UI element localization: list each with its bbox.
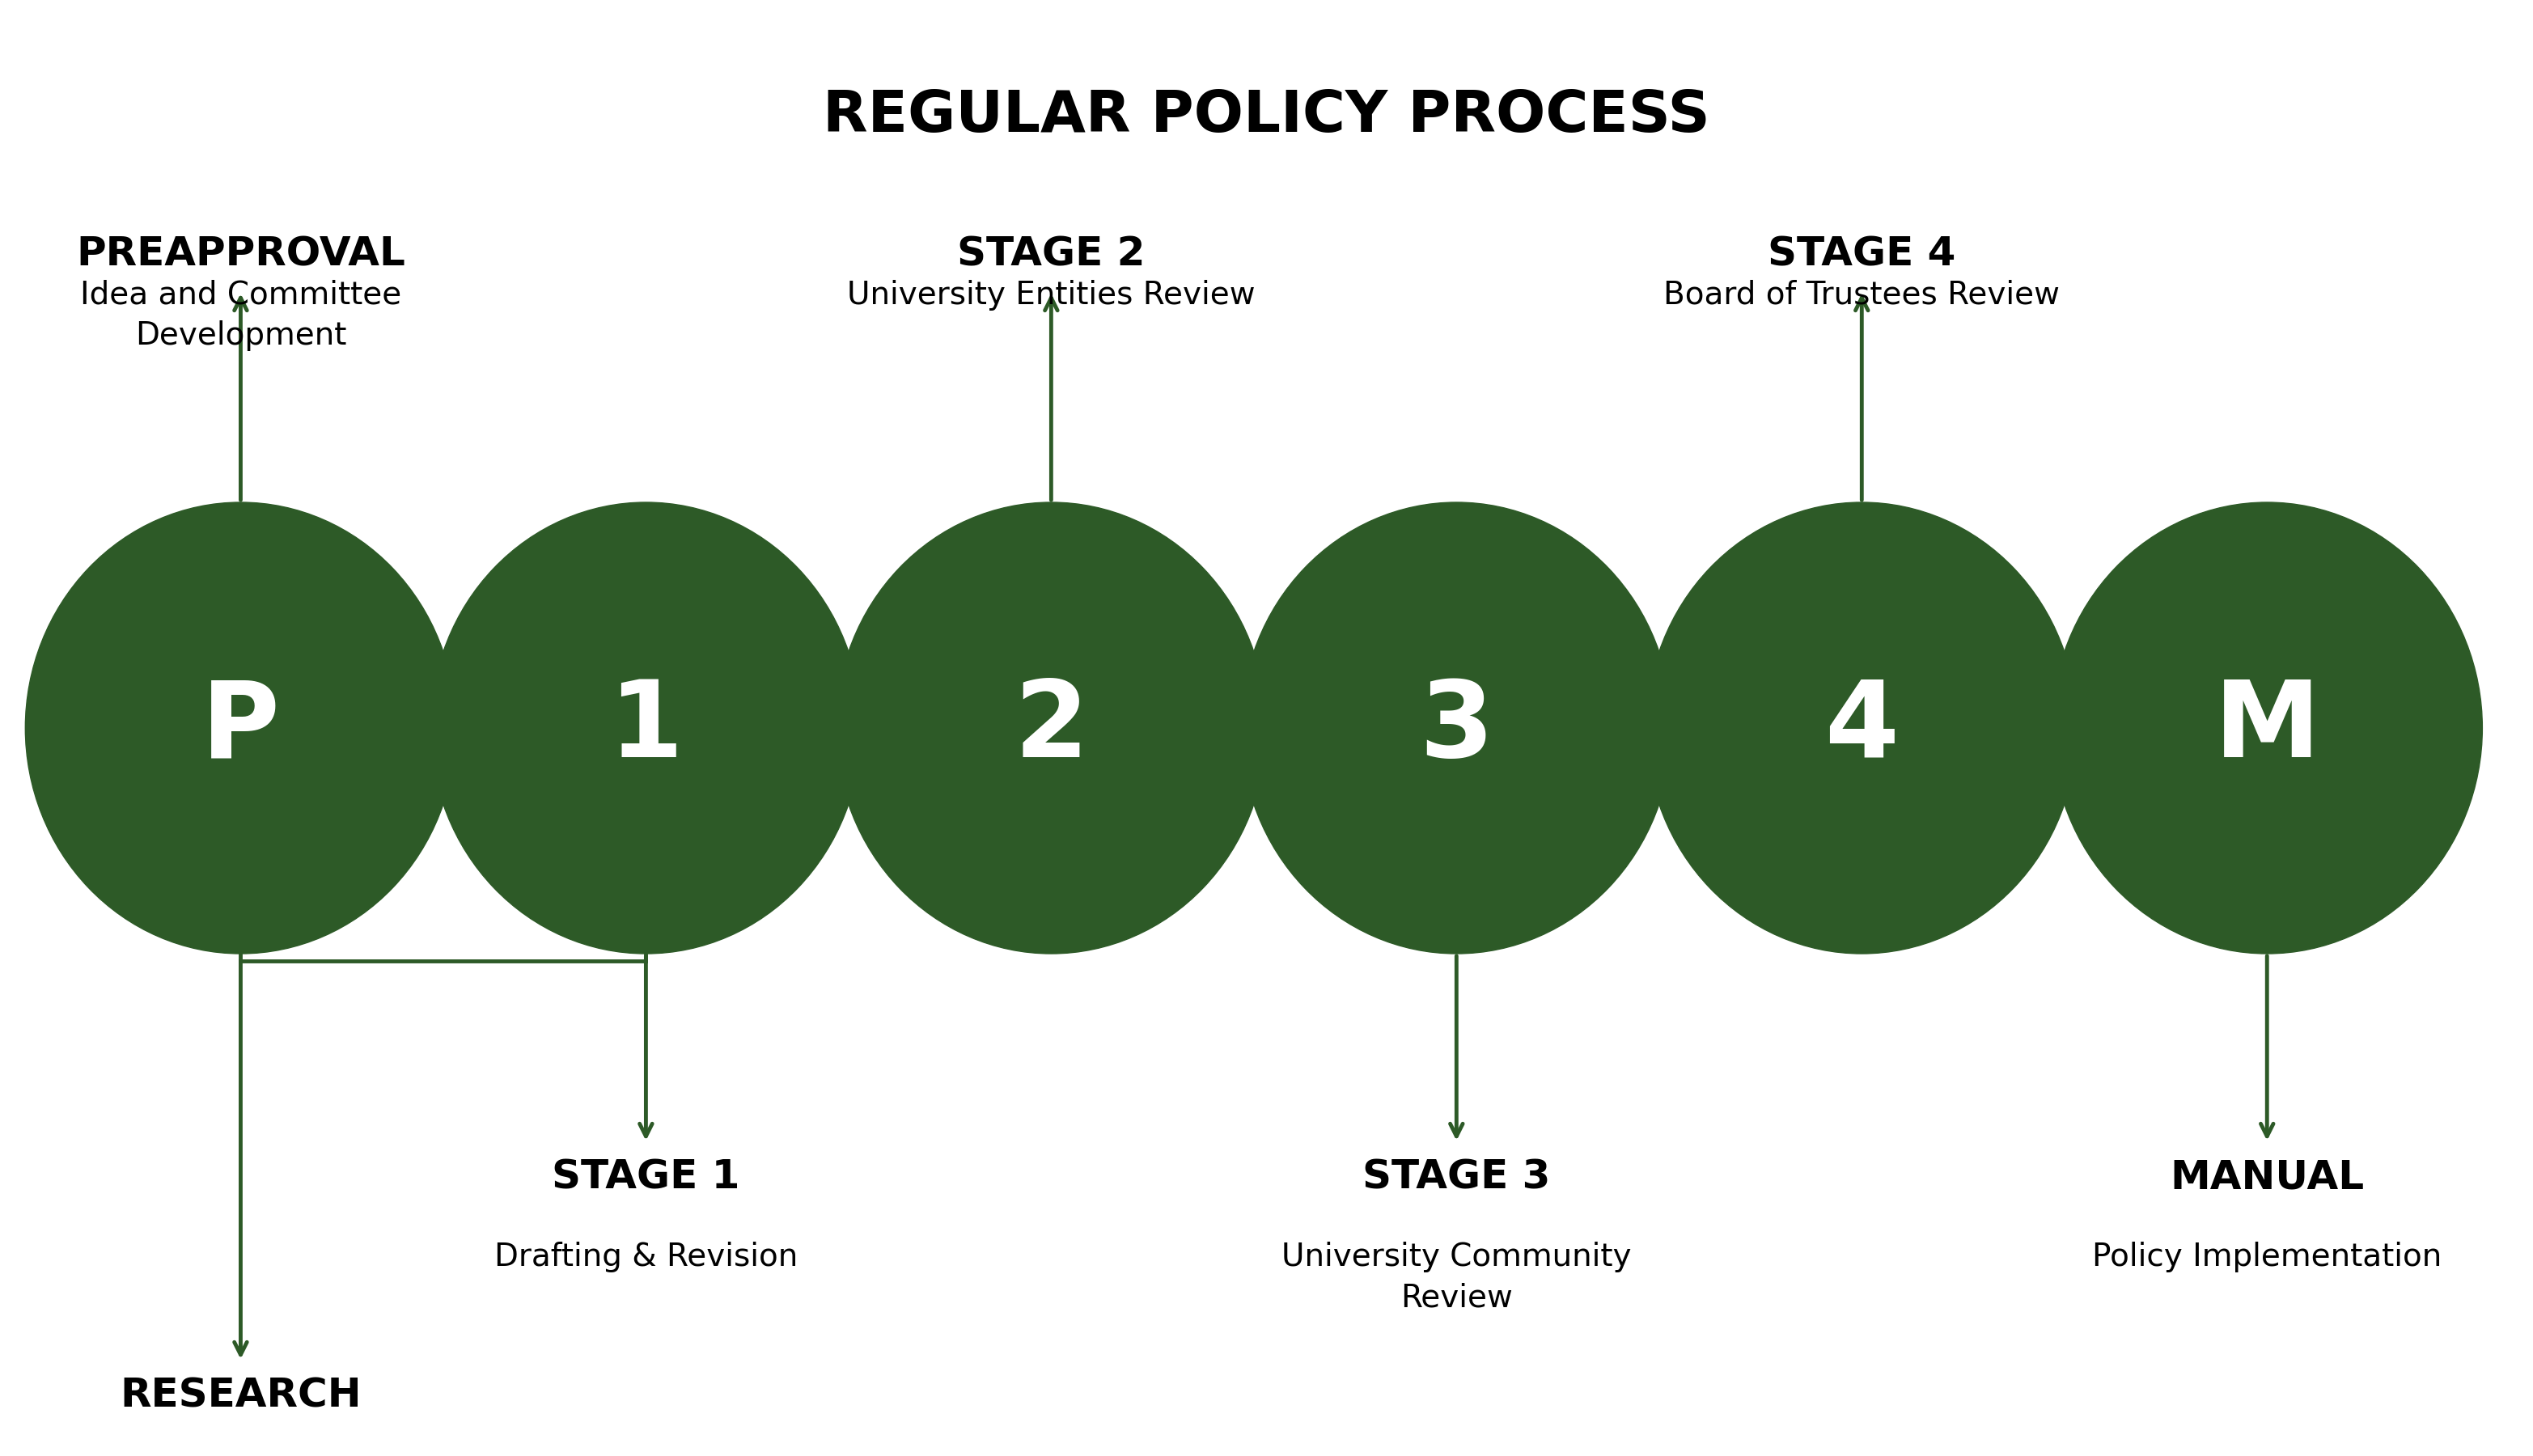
Text: Drafting & Revision: Drafting & Revision [494,1242,798,1273]
Ellipse shape [431,502,861,954]
Text: M: M [2214,677,2320,779]
Text: 3: 3 [1418,677,1494,779]
Text: University Entities Review: University Entities Review [846,280,1256,310]
Text: 2: 2 [1013,677,1089,779]
Text: STAGE 1: STAGE 1 [552,1158,740,1197]
Ellipse shape [25,502,456,954]
Text: 1: 1 [608,677,684,779]
Text: STAGE 4: STAGE 4 [1768,234,1955,274]
Text: University Community
Review: University Community Review [1282,1242,1631,1313]
Text: Policy Implementation: Policy Implementation [2092,1242,2442,1273]
Ellipse shape [1646,502,2077,954]
Text: STAGE 3: STAGE 3 [1363,1158,1550,1197]
Ellipse shape [2052,502,2482,954]
Text: RESEARCH: RESEARCH [119,1376,362,1415]
Text: Idea and Committee
Development: Idea and Committee Development [81,280,400,351]
Text: PREAPPROVAL: PREAPPROVAL [76,234,405,274]
Ellipse shape [836,502,1266,954]
Text: Board of Trustees Review: Board of Trustees Review [1664,280,2059,310]
Ellipse shape [1241,502,1672,954]
Text: REGULAR POLICY PROCESS: REGULAR POLICY PROCESS [823,89,1710,144]
Text: 4: 4 [1824,677,1900,779]
Text: MANUAL: MANUAL [2171,1158,2363,1197]
Text: STAGE 2: STAGE 2 [957,234,1145,274]
Text: P: P [203,677,279,779]
